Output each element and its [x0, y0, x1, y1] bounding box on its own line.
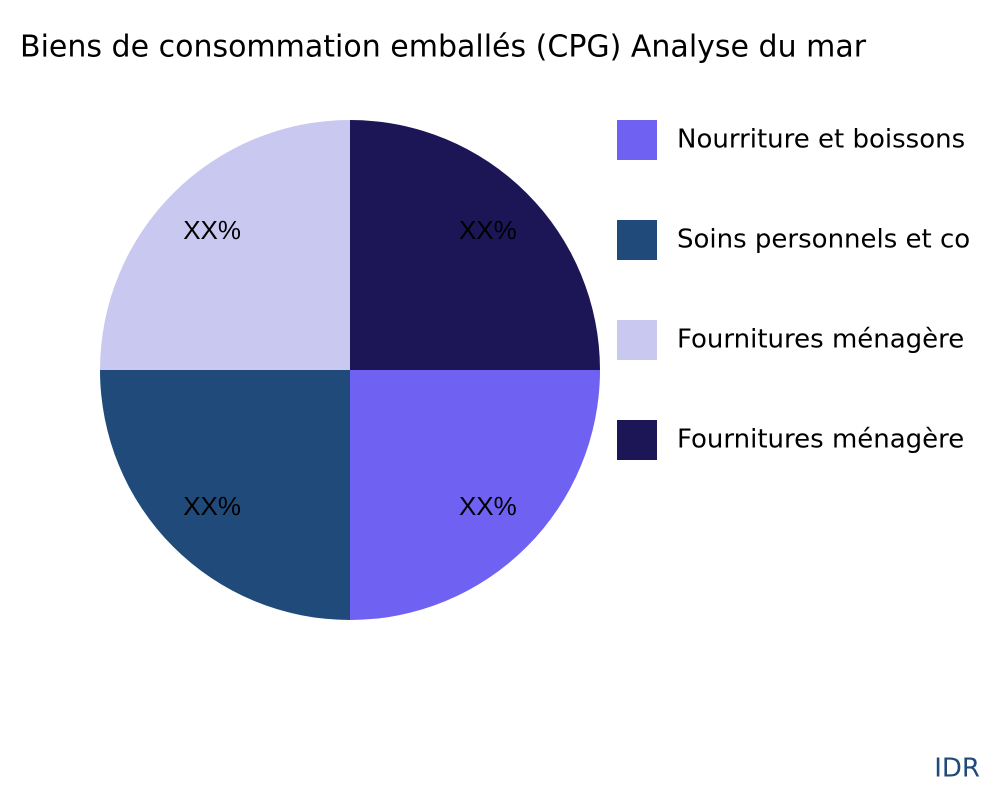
pie-slice — [350, 370, 600, 620]
legend-label: Soins personnels et co — [677, 225, 970, 255]
chart-title: Biens de consommation emballés (CPG) Ana… — [20, 30, 867, 65]
legend-swatch — [617, 120, 657, 160]
legend-label: Fournitures ménagère — [677, 425, 964, 455]
pie-slice — [350, 120, 600, 370]
slice-label: XX% — [183, 215, 241, 245]
pie-slice — [100, 370, 350, 620]
legend-swatch — [617, 320, 657, 360]
slice-label: XX% — [459, 491, 517, 521]
watermark: IDR — [934, 754, 980, 784]
slice-label: XX% — [183, 491, 241, 521]
legend-swatch — [617, 420, 657, 460]
pie-slice — [100, 120, 350, 370]
legend-label: Nourriture et boissons — [677, 125, 965, 155]
slice-label: XX% — [459, 215, 517, 245]
legend-label: Fournitures ménagère — [677, 325, 964, 355]
legend-swatch — [617, 220, 657, 260]
